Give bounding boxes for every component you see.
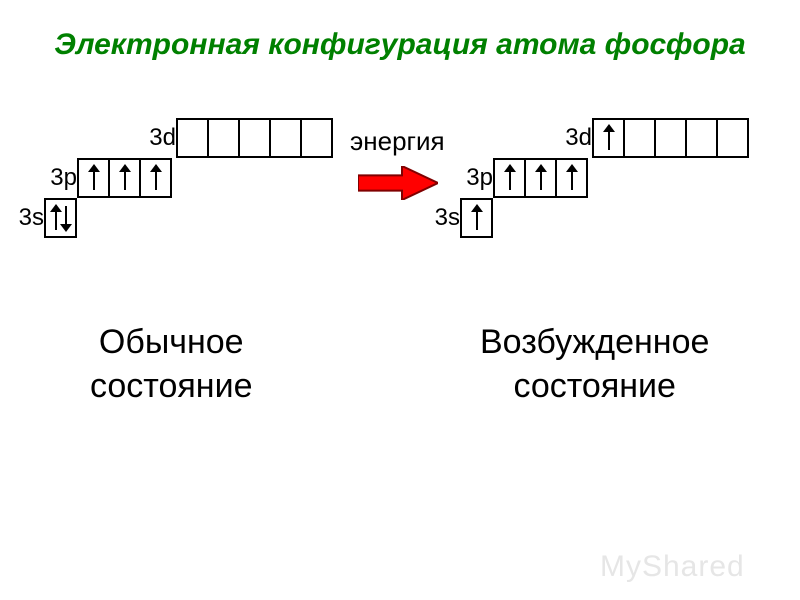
transition-arrow-icon bbox=[358, 166, 438, 200]
ground-label-3s: 3s bbox=[4, 204, 44, 232]
ground-3d-cell-4 bbox=[300, 118, 333, 158]
ground-state-label: Обычное состояние bbox=[90, 320, 252, 408]
excited-3d-cell-0 bbox=[592, 118, 625, 158]
spin-up-icon bbox=[536, 164, 546, 192]
excited-label-3s: 3s bbox=[420, 204, 460, 232]
spin-up-icon bbox=[604, 124, 614, 152]
ground-label-3p: 3p bbox=[37, 164, 77, 192]
excited-state-label: Возбужденное состояние bbox=[480, 320, 709, 408]
ground-3p-cell-1 bbox=[108, 158, 141, 198]
excited-3p-cell-0 bbox=[493, 158, 526, 198]
excited-3s-cell-0 bbox=[460, 198, 493, 238]
ground-3d-cell-3 bbox=[269, 118, 302, 158]
spin-up-icon bbox=[89, 164, 99, 192]
excited-3d-cell-1 bbox=[623, 118, 656, 158]
excited-3d-cell-2 bbox=[654, 118, 687, 158]
ground-3d-cell-1 bbox=[207, 118, 240, 158]
excited-label-3d: 3d bbox=[552, 124, 592, 152]
excited-3d-cell-3 bbox=[685, 118, 718, 158]
spin-up-icon bbox=[151, 164, 161, 192]
ground-3p-cell-0 bbox=[77, 158, 110, 198]
spin-up-icon bbox=[120, 164, 130, 192]
excited-3p-cell-1 bbox=[524, 158, 557, 198]
spin-down-icon bbox=[61, 204, 71, 232]
ground-3s-cell-0 bbox=[44, 198, 77, 238]
spin-up-icon bbox=[567, 164, 577, 192]
excited-3p-cell-2 bbox=[555, 158, 588, 198]
spin-up-icon bbox=[472, 204, 482, 232]
page-title: Электронная конфигурация атома фосфора bbox=[0, 28, 800, 62]
ground-3p-cell-2 bbox=[139, 158, 172, 198]
excited-3d-cell-4 bbox=[716, 118, 749, 158]
ground-3d-cell-2 bbox=[238, 118, 271, 158]
ground-3d-cell-0 bbox=[176, 118, 209, 158]
excited-label-3p: 3p bbox=[453, 164, 493, 192]
ground-label-3d: 3d bbox=[136, 124, 176, 152]
watermark: MyShared bbox=[600, 550, 745, 584]
spin-up-icon bbox=[505, 164, 515, 192]
title-text: Электронная конфигурация атома фосфора bbox=[54, 28, 745, 61]
energy-label: энергия bbox=[350, 126, 445, 157]
